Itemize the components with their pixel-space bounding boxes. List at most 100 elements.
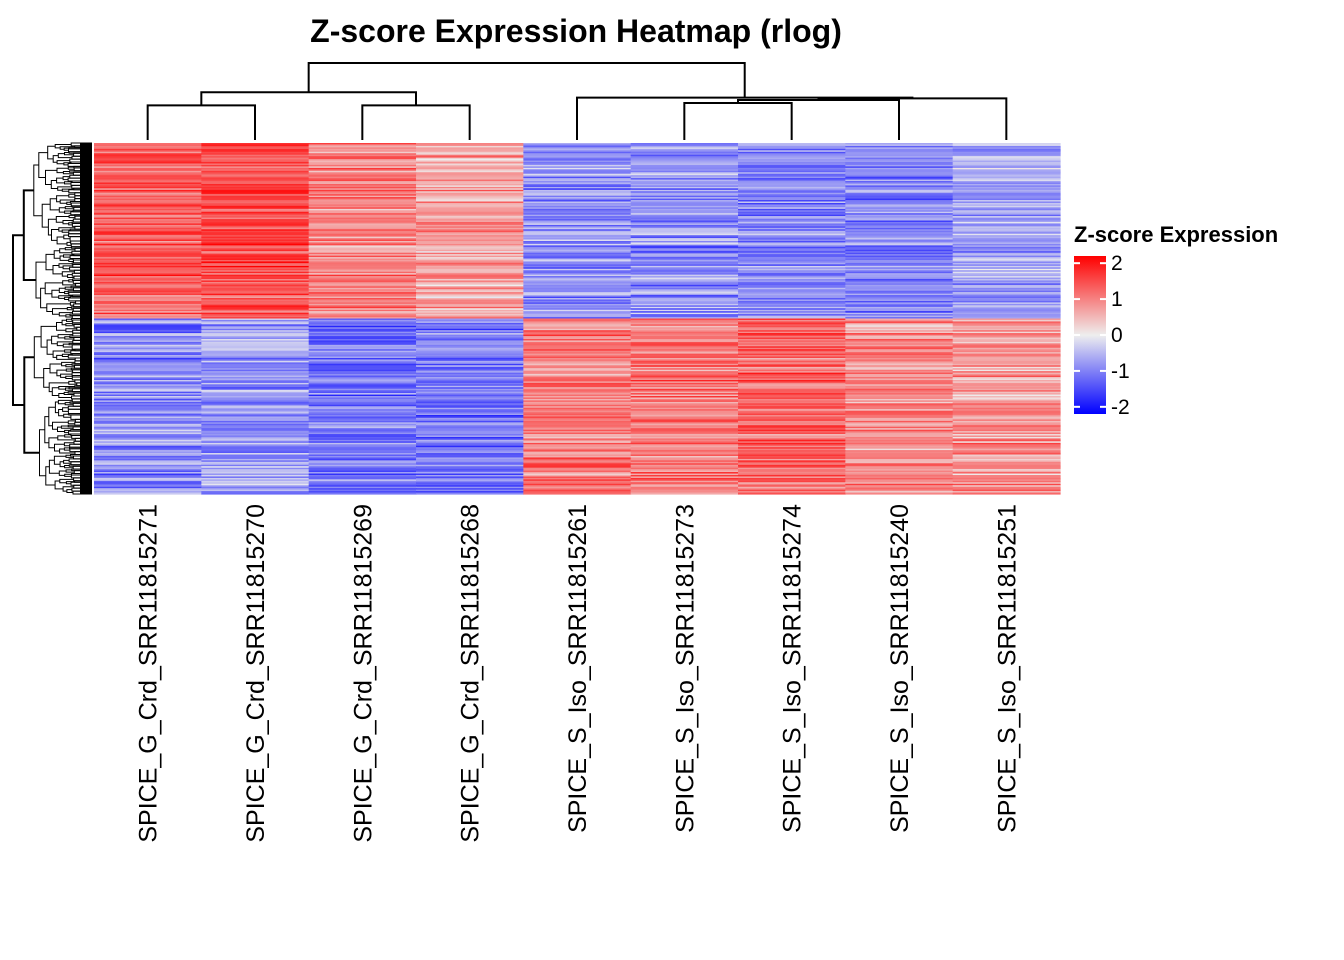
- heatmap-cell: [952, 147, 1061, 150]
- heatmap-cell: [308, 410, 417, 413]
- heatmap-cell: [845, 163, 954, 166]
- heatmap-cell: [416, 283, 524, 286]
- heatmap-cell: [630, 473, 739, 476]
- heatmap-cell: [308, 434, 417, 437]
- heatmap-cell: [630, 173, 739, 176]
- heatmap-cell: [630, 303, 739, 306]
- heatmap-cell: [630, 394, 739, 397]
- heatmap-cell: [416, 450, 524, 453]
- heatmap-cell: [94, 466, 202, 469]
- heatmap-cell: [523, 221, 632, 225]
- heatmap-cell: [952, 325, 1061, 328]
- heatmap-cell: [94, 262, 202, 265]
- heatmap-cell: [523, 217, 632, 220]
- heatmap-cell: [201, 185, 310, 188]
- heatmap-cell: [845, 463, 954, 466]
- heatmap-cell: [738, 257, 846, 260]
- heatmap-cell: [952, 281, 1061, 284]
- heatmap-cell: [738, 224, 846, 227]
- heatmap-cell: [952, 485, 1061, 488]
- heatmap-cell: [845, 265, 954, 268]
- dendrogram-link: [817, 97, 1008, 140]
- heatmap-cell: [952, 431, 1061, 434]
- heatmap-cell: [201, 143, 310, 146]
- heatmap-cell: [630, 260, 739, 263]
- heatmap-cell: [94, 204, 202, 207]
- heatmap-cell: [738, 372, 846, 375]
- heatmap-cell: [416, 415, 524, 418]
- heatmap-cell: [738, 144, 846, 147]
- heatmap-cell: [94, 330, 202, 333]
- heatmap-cell: [952, 287, 1061, 290]
- heatmap-cell: [952, 454, 1061, 457]
- heatmap-cell: [308, 277, 417, 280]
- heatmap-cell: [94, 387, 202, 390]
- heatmap-cell: [94, 243, 202, 246]
- heatmap-cell: [94, 283, 202, 286]
- heatmap-cell: [630, 391, 739, 394]
- heatmap-cell: [308, 246, 417, 249]
- heatmap-cell: [416, 390, 524, 393]
- heatmap-cell: [845, 398, 954, 401]
- heatmap-cell: [94, 458, 202, 461]
- heatmap-cell: [416, 397, 524, 400]
- heatmap-cell: [630, 195, 739, 198]
- heatmap-cell: [308, 175, 417, 178]
- heatmap-cell: [630, 271, 739, 274]
- heatmap-cell: [952, 447, 1061, 450]
- heatmap-cell: [94, 352, 202, 355]
- heatmap-cell: [845, 147, 954, 150]
- heatmap-cell: [630, 179, 739, 182]
- heatmap-cell: [738, 210, 846, 213]
- heatmap-cell: [845, 423, 954, 426]
- heatmap-cell: [201, 466, 310, 469]
- heatmap-cell: [523, 431, 632, 434]
- heatmap-cell: [201, 431, 310, 434]
- heatmap-cell: [738, 202, 846, 206]
- heatmap-cell: [201, 445, 310, 448]
- heatmap-cell: [738, 436, 846, 440]
- heatmap-cell: [630, 309, 739, 312]
- heatmap-cell: [630, 382, 739, 385]
- heatmap-cell: [201, 292, 310, 295]
- heatmap-cell: [523, 264, 632, 267]
- heatmap-cell: [201, 226, 310, 229]
- heatmap-cell: [738, 170, 846, 173]
- heatmap-cell: [630, 423, 739, 426]
- heatmap-cell: [952, 391, 1061, 394]
- heatmap-cell: [308, 295, 417, 298]
- heatmap-cell: [523, 469, 632, 472]
- heatmap-cell: [94, 365, 202, 368]
- dendrogram-link: [683, 102, 793, 140]
- heatmap-cell: [308, 431, 417, 434]
- heatmap-cell: [952, 226, 1061, 229]
- heatmap-cell: [630, 415, 739, 418]
- heatmap-cell: [845, 151, 954, 154]
- heatmap-cell: [201, 306, 310, 309]
- heatmap-cell: [738, 420, 846, 423]
- heatmap-cell: [630, 169, 739, 172]
- heatmap-cell: [523, 400, 632, 403]
- heatmap-cell: [201, 164, 310, 167]
- heatmap-cell: [523, 464, 632, 467]
- heatmap-cell: [845, 455, 954, 459]
- heatmap-cell: [201, 207, 310, 210]
- heatmap-cell: [738, 293, 846, 296]
- heatmap-cell: [201, 419, 310, 422]
- heatmap-cell: [201, 277, 310, 280]
- heatmap-cell: [94, 226, 202, 229]
- heatmap-cell: [308, 216, 417, 219]
- heatmap-cell: [94, 179, 202, 182]
- heatmap-cell: [201, 451, 310, 454]
- heatmap-cell: [738, 457, 846, 460]
- heatmap-cell: [738, 460, 846, 463]
- heatmap-cell: [94, 480, 202, 483]
- heatmap-cell: [738, 491, 846, 494]
- heatmap-cell: [845, 219, 954, 222]
- heatmap-cell: [201, 426, 310, 429]
- heatmap-cell: [94, 308, 202, 311]
- heatmap-cell: [738, 238, 846, 241]
- heatmap-cell: [738, 355, 846, 358]
- heatmap-cell: [630, 308, 739, 311]
- heatmap-cell: [845, 144, 954, 147]
